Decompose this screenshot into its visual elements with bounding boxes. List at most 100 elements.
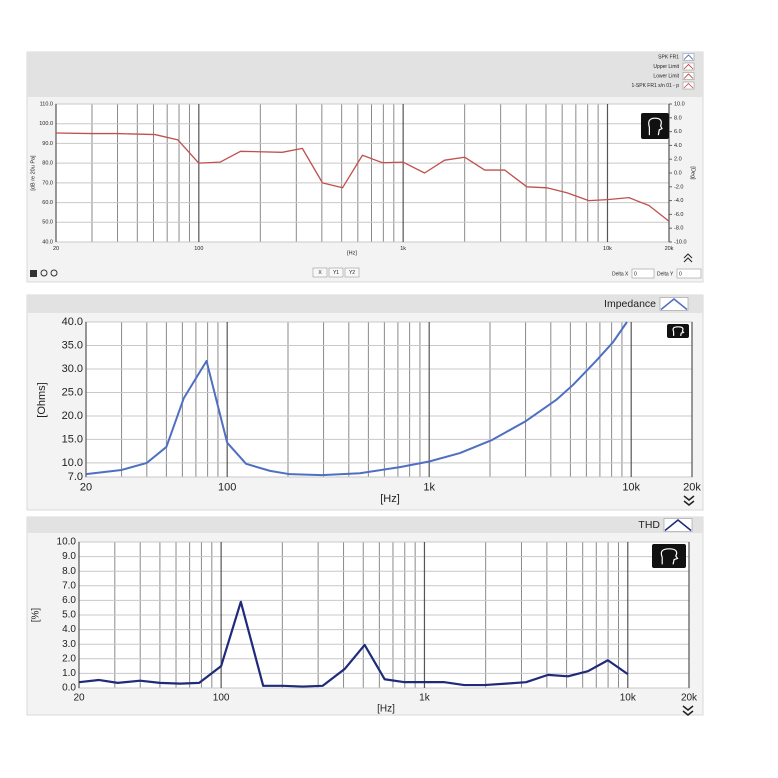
plot-tool-icon[interactable] bbox=[641, 113, 669, 139]
axis-button[interactable] bbox=[344, 267, 360, 278]
x-tick-label: 1k bbox=[419, 693, 431, 704]
legend-swatch-box bbox=[682, 53, 695, 61]
y-tick-label: 5.0 bbox=[62, 610, 76, 621]
axis-button[interactable] bbox=[312, 267, 328, 278]
collapse-chevron[interactable] bbox=[682, 705, 694, 716]
y2-tick-label: 8.0 bbox=[674, 115, 682, 121]
plot-tool-glyph bbox=[660, 548, 679, 565]
plot-tool-glyph bbox=[672, 326, 685, 337]
y2-tick-label: 6.0 bbox=[674, 129, 682, 135]
x-axis-label: [Hz] bbox=[377, 704, 395, 715]
y-tick-label: 10.0 bbox=[57, 537, 77, 548]
legend-label: Impedance bbox=[604, 298, 656, 310]
plot-area bbox=[55, 103, 670, 243]
x-tick-label: 100 bbox=[194, 246, 203, 252]
delta-x-value: 0 bbox=[634, 271, 637, 277]
y-axis-label: [%] bbox=[31, 608, 42, 623]
pan-tool[interactable] bbox=[50, 269, 58, 277]
delta-x-label: Delta X bbox=[612, 271, 629, 277]
y-tick-label: 50.0 bbox=[42, 220, 53, 226]
delta-x-box[interactable] bbox=[631, 268, 655, 279]
expand-chevron[interactable] bbox=[683, 253, 693, 263]
x-tick-label: 20 bbox=[73, 693, 85, 704]
x-tick-label: 1k bbox=[400, 246, 406, 252]
legend-swatch-box bbox=[659, 297, 689, 311]
y-tick-label: 4.0 bbox=[62, 624, 76, 635]
y2-tick-label: 4.0 bbox=[674, 143, 682, 149]
legend-label: SPK FR1 bbox=[658, 54, 679, 60]
x-tick-label: 1k bbox=[423, 482, 435, 494]
x-tick-label: 10k bbox=[603, 246, 612, 252]
panel-header bbox=[27, 517, 703, 533]
y-tick-label: 110.0 bbox=[40, 101, 53, 107]
legend-label: Lower Limit bbox=[653, 73, 679, 79]
y2-tick-label: 0.0 bbox=[674, 170, 682, 176]
y2-tick-label: 10.0 bbox=[674, 101, 685, 107]
axis-button-label: Y2 bbox=[349, 270, 355, 276]
x-tick-label: 10k bbox=[622, 482, 640, 494]
plot-tool-glyph bbox=[648, 117, 663, 136]
y-tick-label: 30.0 bbox=[62, 363, 83, 375]
axis-button-label: Y1 bbox=[333, 270, 339, 276]
y-tick-label: 20.0 bbox=[62, 410, 83, 422]
legend-swatch bbox=[683, 54, 694, 60]
y-tick-label: 10.0 bbox=[62, 457, 83, 469]
panel-header bbox=[27, 295, 703, 313]
legend-swatch bbox=[683, 63, 694, 70]
x-tick-label: 20k bbox=[683, 482, 701, 494]
y-tick-label: 6.0 bbox=[62, 595, 76, 606]
axis-button-label: X bbox=[318, 270, 322, 276]
y-tick-label: 60.0 bbox=[42, 200, 53, 206]
x-tick-label: 20k bbox=[681, 693, 698, 704]
x-axis-label: [Hz] bbox=[380, 493, 400, 505]
y-tick-label: 7.0 bbox=[62, 580, 76, 591]
y2-tick-label: -10.0 bbox=[674, 239, 687, 245]
legend-swatch bbox=[683, 73, 694, 79]
y2-tick-label: -8.0 bbox=[674, 226, 683, 232]
plot-tool-icon[interactable] bbox=[652, 544, 686, 568]
axis-button[interactable] bbox=[328, 267, 344, 278]
y-tick-label: 0.0 bbox=[62, 683, 76, 694]
legend-label: THD bbox=[638, 519, 660, 531]
y-tick-label: 90.0 bbox=[42, 141, 53, 147]
y-tick-label: 9.0 bbox=[62, 551, 76, 562]
legend-swatch-box bbox=[663, 518, 693, 532]
delta-y-box[interactable] bbox=[676, 268, 702, 279]
legend-swatch-box bbox=[682, 72, 695, 80]
legend-swatch-box bbox=[682, 62, 695, 71]
y2-tick-label: -2.0 bbox=[674, 184, 683, 190]
y-tick-label: 80.0 bbox=[42, 161, 53, 167]
y-tick-label: 40.0 bbox=[62, 316, 83, 328]
y-tick-label: 2.0 bbox=[62, 653, 76, 664]
y-axis-label: [dB re 20u Pa] bbox=[30, 155, 36, 191]
legend-swatch bbox=[660, 298, 688, 311]
legend-swatch-box bbox=[682, 81, 695, 90]
series-line bbox=[78, 600, 629, 688]
delta-y-label: Delta Y bbox=[657, 271, 674, 277]
y-tick-label: 35.0 bbox=[62, 339, 83, 351]
cursor-tool[interactable] bbox=[30, 270, 37, 277]
legend-swatch bbox=[683, 82, 694, 89]
y-axis-label: [Ohms] bbox=[36, 382, 48, 417]
panel-header bbox=[27, 52, 703, 97]
y-tick-label: 15.0 bbox=[62, 433, 83, 445]
legend-label: Upper Limit bbox=[653, 64, 679, 70]
y2-tick-label: -4.0 bbox=[674, 198, 683, 204]
y2-axis-label: [Deg] bbox=[690, 166, 696, 180]
x-tick-label: 100 bbox=[213, 693, 230, 704]
zoom-tool[interactable] bbox=[40, 269, 48, 277]
y-tick-label: 3.0 bbox=[62, 639, 76, 650]
x-tick-label: 10k bbox=[620, 693, 637, 704]
y-tick-label: 8.0 bbox=[62, 566, 76, 577]
plot-area bbox=[85, 321, 693, 478]
x-tick-label: 20k bbox=[665, 246, 674, 252]
y-tick-label: 25.0 bbox=[62, 386, 83, 398]
plot-tool-icon[interactable] bbox=[667, 324, 689, 338]
legend-label: 1-SPK FR1 s/n 01 - p bbox=[631, 83, 679, 89]
collapse-chevron[interactable] bbox=[683, 495, 695, 506]
y2-tick-label: -6.0 bbox=[674, 212, 683, 218]
y-tick-label: 40.0 bbox=[42, 239, 53, 245]
x-axis-label: [Hz] bbox=[347, 250, 357, 256]
x-tick-label: 20 bbox=[80, 482, 92, 494]
